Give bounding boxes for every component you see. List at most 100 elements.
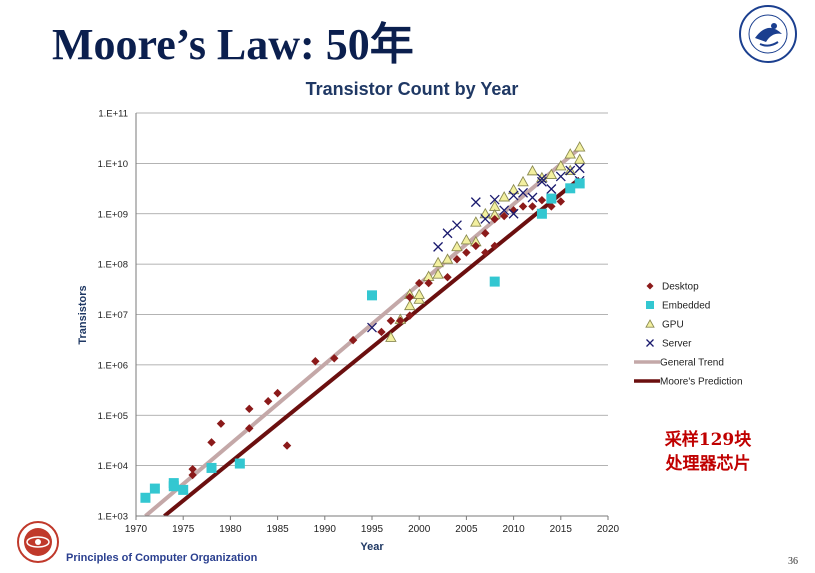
server-point — [433, 241, 444, 252]
gpu-point — [432, 268, 444, 279]
y-tick-label: 1.E+05 — [98, 411, 128, 422]
gpu-point — [498, 191, 510, 202]
desktop-point — [471, 241, 481, 251]
embedded-point — [149, 483, 160, 494]
y-tick-label: 1.E+10 — [98, 159, 128, 170]
desktop-point — [245, 404, 254, 414]
desktop-point — [386, 316, 396, 325]
gpu-point — [545, 168, 558, 180]
desktop-point — [490, 214, 499, 224]
server-point — [470, 197, 481, 208]
embedded-point — [565, 183, 576, 194]
desktop-point — [377, 327, 386, 337]
legend-label: General Trend — [660, 358, 724, 369]
desktop-point — [547, 202, 556, 211]
desktop-point — [188, 464, 197, 474]
legend-label: Desktop — [662, 282, 699, 293]
server-point — [518, 187, 528, 198]
x-tick-label: 2015 — [550, 524, 573, 535]
x-tick-label: 1995 — [361, 524, 384, 535]
embedded-point — [140, 492, 151, 503]
server-point — [536, 176, 547, 187]
legend-embedded-marker — [646, 301, 654, 309]
university-seal-logo — [739, 5, 797, 63]
desktop-point — [415, 278, 424, 288]
embedded-point — [367, 290, 377, 301]
x-tick-label: 2020 — [597, 524, 620, 535]
server-point — [536, 173, 547, 184]
note-line-2: 处理器芯片 — [665, 454, 751, 474]
desktop-point — [537, 195, 547, 205]
x-tick-label: 1975 — [172, 524, 195, 535]
transistor-chart: Transistor Count by Year 1.E+03 1.E+04 1.E… — [77, 79, 743, 553]
slide-title: Moore’s Law: 50年 — [52, 20, 414, 69]
sample-note: 采样129块 处理器芯片 — [648, 428, 768, 476]
desktop-point — [452, 255, 462, 264]
embedded-point — [546, 193, 557, 204]
gpu-point — [470, 216, 482, 227]
server-point — [565, 165, 576, 176]
x-tick-label: 2000 — [408, 524, 431, 535]
y-tick-label: 1.E+03 — [98, 512, 128, 523]
desktop-point — [282, 441, 292, 450]
gpu-point — [526, 164, 539, 176]
gpu-point — [460, 234, 473, 245]
y-tick-label: 1.E+11 — [98, 109, 128, 120]
x-axis-label: Year — [360, 541, 384, 553]
gpu-point — [451, 240, 463, 252]
cs-department-logo — [17, 521, 59, 563]
general-trend-line — [144, 146, 581, 516]
desktop-point — [216, 419, 226, 428]
gpu-point — [479, 207, 492, 219]
x-tick-label: 2005 — [455, 524, 478, 535]
desktop-point — [556, 197, 565, 206]
embedded-point — [206, 462, 217, 473]
legend-desktop-marker — [646, 282, 654, 290]
desktop-point — [311, 357, 320, 366]
gpu-point — [413, 288, 425, 299]
legend-label: Moore's Prediction — [660, 377, 743, 388]
x-tick-label: 1990 — [314, 524, 337, 535]
server-point — [452, 220, 462, 231]
gpu-point — [564, 148, 577, 159]
desktop-point — [348, 335, 358, 345]
note-line-1: 采样129块 — [664, 430, 752, 450]
desktop-point — [424, 278, 433, 288]
server-point — [546, 184, 557, 194]
desktop-point — [188, 470, 197, 480]
x-tick-label: 1980 — [219, 524, 242, 535]
gpu-point — [573, 141, 586, 152]
y-tick-label: 1.E+08 — [98, 260, 128, 271]
gpu-point — [507, 183, 520, 195]
y-tick-label: 1.E+09 — [98, 209, 128, 220]
course-footer: Principles of Computer Organization — [66, 552, 258, 564]
desktop-point — [499, 211, 509, 221]
server-point — [555, 171, 566, 182]
legend-gpu-marker — [645, 319, 655, 328]
gpu-point — [517, 175, 529, 187]
legend-label: Server — [662, 339, 692, 350]
embedded-point — [178, 484, 189, 495]
embedded-point — [536, 208, 547, 219]
server-point — [480, 213, 491, 224]
x-tick-label: 1985 — [266, 524, 289, 535]
legend-label: Embedded — [662, 301, 710, 312]
desktop-point — [207, 438, 216, 447]
legend-label: GPU — [662, 320, 684, 331]
page-number: 36 — [788, 556, 798, 567]
moores-prediction-line — [163, 176, 581, 516]
gpu-point — [555, 159, 567, 171]
desktop-point — [518, 202, 528, 211]
chart-legend: Desktop Embedded GPU Server General Trend Moo… — [634, 282, 743, 388]
desktop-point — [481, 248, 490, 257]
server-point — [527, 192, 538, 203]
gpu-point — [441, 253, 454, 264]
y-tick-label: 1.E+04 — [98, 461, 128, 472]
gpu-point — [573, 153, 586, 164]
desktop-point — [245, 424, 254, 433]
server-point — [367, 322, 377, 333]
y-axis-label: Transistors — [77, 285, 89, 344]
x-tick-label: 2010 — [502, 524, 525, 535]
embedded-point — [168, 481, 179, 492]
gpu-point — [403, 299, 416, 311]
